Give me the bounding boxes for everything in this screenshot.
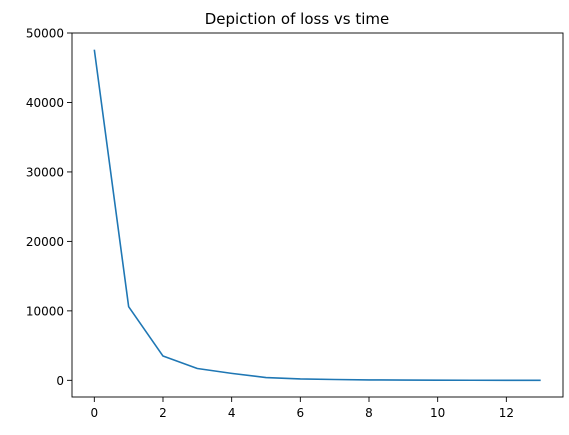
plot-area	[93, 49, 541, 382]
y-tick-label: 30000	[26, 165, 64, 179]
x-tick-label: 10	[430, 406, 445, 420]
y-tick-label: 50000	[26, 27, 64, 41]
x-tick-label: 0	[90, 406, 98, 420]
axes-frame	[71, 32, 564, 398]
x-tick-label: 8	[365, 406, 373, 420]
x-tick-label: 2	[159, 406, 167, 420]
y-tick-label: 10000	[26, 304, 64, 318]
x-axis: 0 2 4 6 8 10 12	[90, 397, 514, 420]
y-tick-label: 40000	[26, 96, 64, 110]
y-axis: 0 10000 20000 30000 40000 50000	[26, 27, 72, 388]
x-tick-label: 6	[297, 406, 305, 420]
chart-title: Depiction of loss vs time	[205, 10, 390, 28]
y-tick-label: 0	[56, 374, 64, 388]
loss-series-line	[93, 49, 541, 382]
x-tick-label: 12	[499, 406, 514, 420]
x-tick-label: 4	[228, 406, 236, 420]
y-tick-label: 20000	[26, 235, 64, 249]
